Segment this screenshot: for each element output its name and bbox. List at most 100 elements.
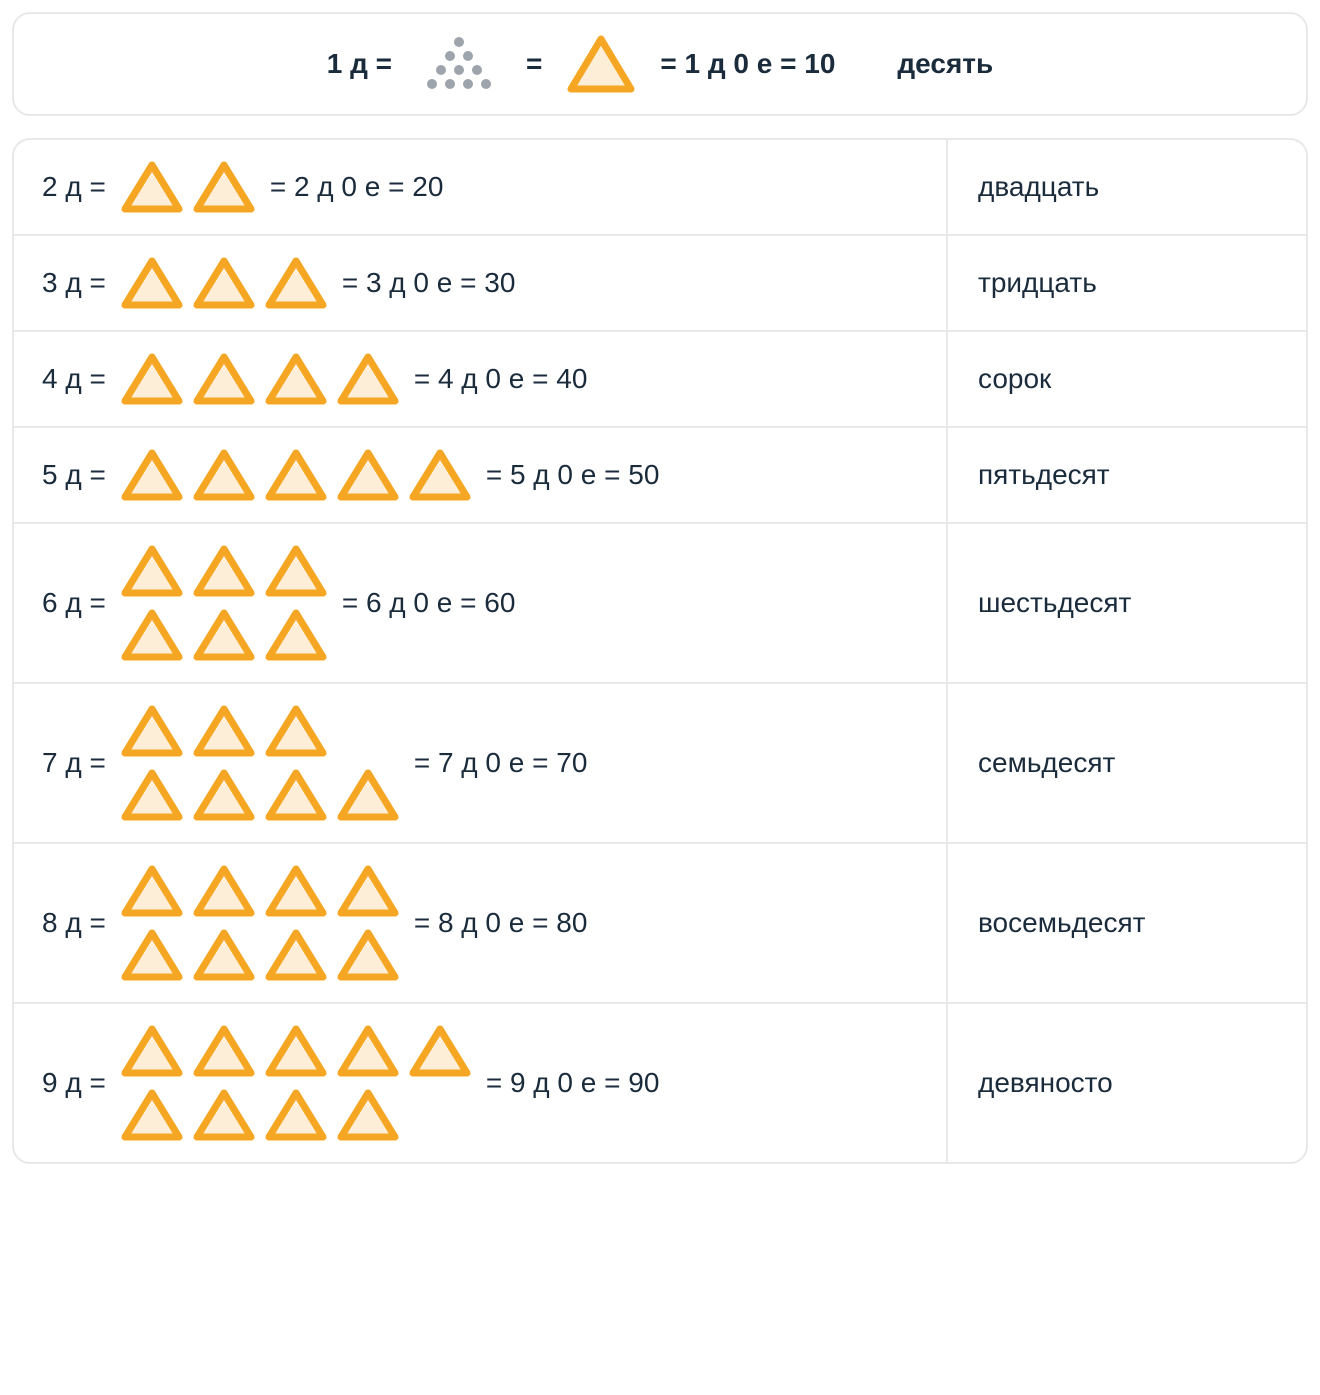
row-prefix: 2 д = — [42, 171, 106, 203]
table-row: 2 д = = 2 д 0 е = 20двадцать — [14, 140, 1306, 236]
row-left-cell: 4 д = = 4 д 0 е = 40 — [14, 332, 946, 426]
triangle-icon — [190, 350, 258, 408]
triangle-icon — [262, 606, 330, 664]
triangle-icon — [564, 32, 638, 96]
row-suffix: = 3 д 0 е = 30 — [342, 267, 516, 299]
row-word: пятьдесят — [946, 428, 1306, 522]
triangle-icon — [118, 702, 186, 760]
triangle-icon — [118, 862, 186, 920]
header-left-text: 1 д = — [327, 48, 392, 80]
table-row: 7 д = = 7 д 0 е = 70семьдесят — [14, 684, 1306, 844]
triangle-icon — [190, 158, 258, 216]
row-word: семьдесят — [946, 684, 1306, 842]
row-word: сорок — [946, 332, 1306, 426]
triangle-icon — [190, 254, 258, 312]
row-prefix: 5 д = — [42, 459, 106, 491]
table-row: 5 д = = 5 д 0 е = 50пятьдесят — [14, 428, 1306, 524]
triangle-icon — [118, 158, 186, 216]
row-left-cell: 5 д = = 5 д 0 е = 50 — [14, 428, 946, 522]
triangle-icon — [118, 254, 186, 312]
triangle-icon — [190, 1086, 258, 1144]
triangle-icon — [118, 766, 186, 824]
header-word: десять — [897, 48, 993, 80]
triangle-icon — [262, 766, 330, 824]
row-prefix: 8 д = — [42, 907, 106, 939]
row-prefix: 3 д = — [42, 267, 106, 299]
row-prefix: 7 д = — [42, 747, 106, 779]
triangle-icon — [190, 926, 258, 984]
triangle-group — [118, 350, 402, 408]
header-right-text: = 1 д 0 е = 10 — [660, 48, 835, 80]
row-left-cell: 6 д = = 6 д 0 е = 60 — [14, 524, 946, 682]
row-left-cell: 3 д = = 3 д 0 е = 30 — [14, 236, 946, 330]
triangle-group — [118, 702, 402, 824]
triangle-icon — [118, 1086, 186, 1144]
triangle-icon — [118, 1022, 186, 1080]
triangle-icon — [190, 862, 258, 920]
triangle-icon — [190, 606, 258, 664]
triangle-icon — [118, 926, 186, 984]
row-suffix: = 8 д 0 е = 80 — [414, 907, 588, 939]
table-row: 3 д = = 3 д 0 е = 30тридцать — [14, 236, 1306, 332]
triangle-icon — [262, 926, 330, 984]
row-suffix: = 7 д 0 е = 70 — [414, 747, 588, 779]
triangle-icon — [190, 702, 258, 760]
triangle-icon — [262, 1086, 330, 1144]
triangle-icon — [334, 926, 402, 984]
triangle-group — [118, 1022, 474, 1144]
table-row: 8 д = = 8 д 0 е = 80восемьдесят — [14, 844, 1306, 1004]
row-word: двадцать — [946, 140, 1306, 234]
triangle-icon — [406, 446, 474, 504]
row-word: восемьдесят — [946, 844, 1306, 1002]
dots-icon — [414, 33, 504, 95]
triangle-icon — [334, 446, 402, 504]
tens-table: 2 д = = 2 д 0 е = 20двадцать3 д = = 3 д … — [12, 138, 1308, 1164]
row-left-cell: 9 д = = 9 д 0 е = 90 — [14, 1004, 946, 1162]
triangle-icon — [334, 862, 402, 920]
triangle-icon — [334, 766, 402, 824]
triangle-icon — [262, 862, 330, 920]
table-row: 9 д = = 9 д 0 е = 90девяносто — [14, 1004, 1306, 1162]
row-word: шестьдесят — [946, 524, 1306, 682]
triangle-icon — [118, 606, 186, 664]
triangle-icon — [406, 1022, 474, 1080]
triangle-icon — [262, 1022, 330, 1080]
triangle-icon — [334, 1086, 402, 1144]
triangle-icon — [262, 254, 330, 312]
header-box: 1 д = = = 1 д 0 е = 10 десять — [12, 12, 1308, 116]
triangle-icon — [334, 1022, 402, 1080]
triangle-icon — [190, 1022, 258, 1080]
triangle-group — [118, 158, 258, 216]
triangle-icon — [190, 542, 258, 600]
triangle-icon — [262, 350, 330, 408]
triangle-group — [118, 542, 330, 664]
triangle-icon — [262, 542, 330, 600]
row-suffix: = 5 д 0 е = 50 — [486, 459, 660, 491]
triangle-icon — [118, 350, 186, 408]
triangle-icon — [190, 766, 258, 824]
table-row: 4 д = = 4 д 0 е = 40сорок — [14, 332, 1306, 428]
triangle-icon — [262, 446, 330, 504]
table-row: 6 д = = 6 д 0 е = 60шестьдесят — [14, 524, 1306, 684]
triangle-group — [118, 254, 330, 312]
row-left-cell: 2 д = = 2 д 0 е = 20 — [14, 140, 946, 234]
row-left-cell: 8 д = = 8 д 0 е = 80 — [14, 844, 946, 1002]
triangle-icon — [334, 350, 402, 408]
row-prefix: 4 д = — [42, 363, 106, 395]
triangle-group — [118, 446, 474, 504]
triangle-icon — [262, 702, 330, 760]
triangle-icon — [118, 446, 186, 504]
row-word: тридцать — [946, 236, 1306, 330]
header-eq1: = — [526, 48, 542, 80]
triangle-group — [118, 862, 402, 984]
row-suffix: = 2 д 0 е = 20 — [270, 171, 444, 203]
row-prefix: 9 д = — [42, 1067, 106, 1099]
triangle-icon — [190, 446, 258, 504]
triangle-icon — [118, 542, 186, 600]
row-left-cell: 7 д = = 7 д 0 е = 70 — [14, 684, 946, 842]
row-suffix: = 4 д 0 е = 40 — [414, 363, 588, 395]
row-word: девяносто — [946, 1004, 1306, 1162]
row-suffix: = 9 д 0 е = 90 — [486, 1067, 660, 1099]
row-prefix: 6 д = — [42, 587, 106, 619]
row-suffix: = 6 д 0 е = 60 — [342, 587, 516, 619]
